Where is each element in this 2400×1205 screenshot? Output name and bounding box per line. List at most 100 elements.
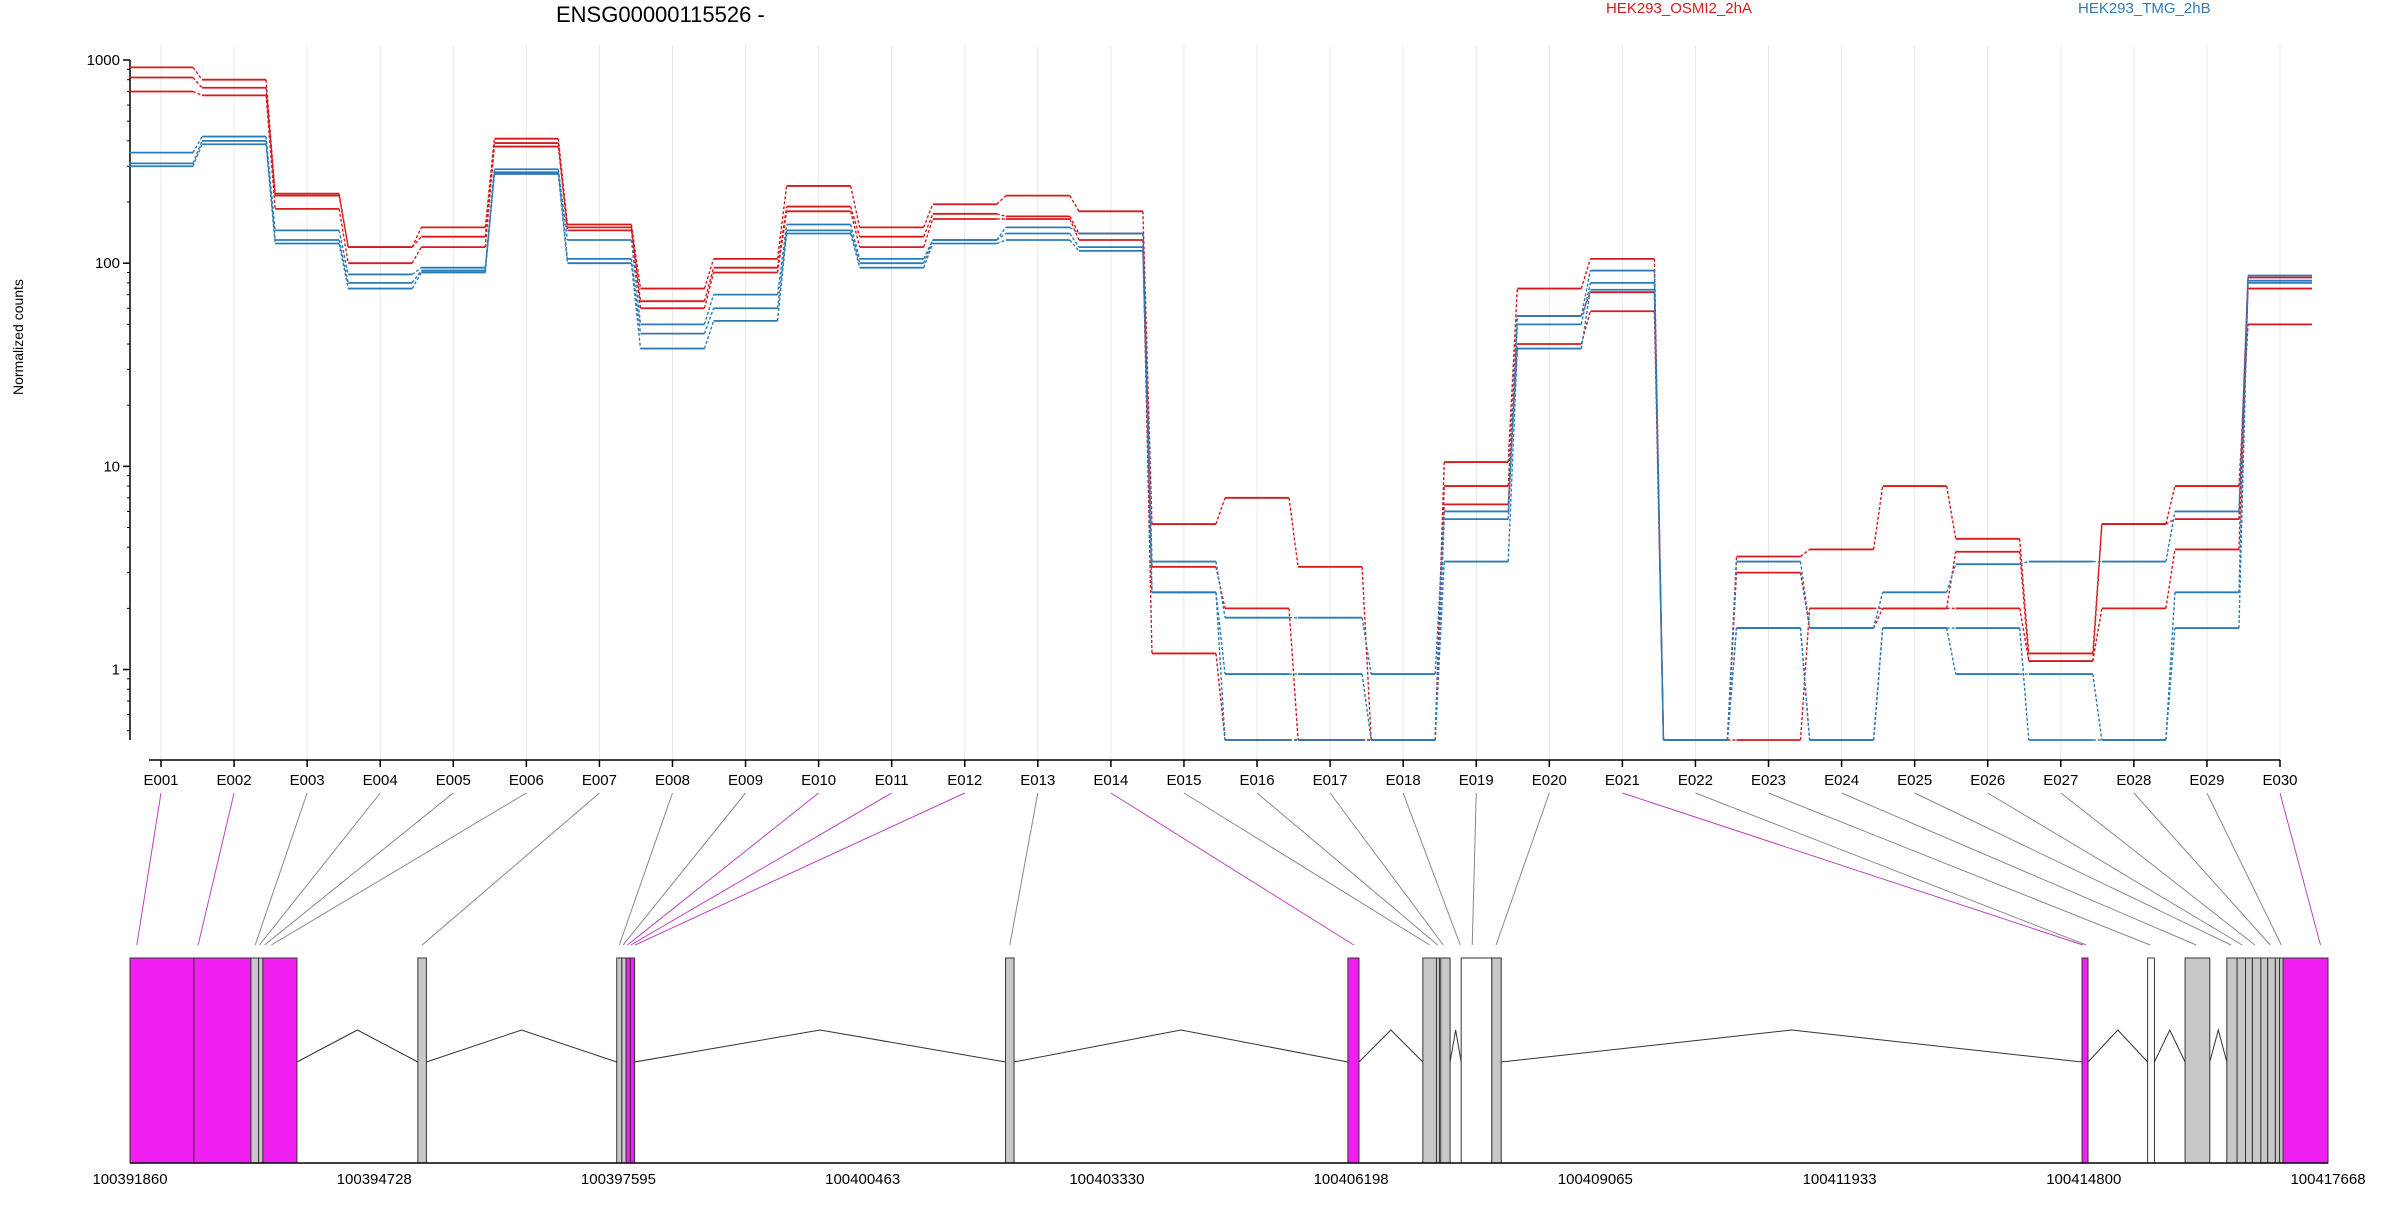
series-connector xyxy=(338,243,349,289)
series-connector xyxy=(1142,250,1153,593)
series-connector xyxy=(1288,497,1299,567)
coord-tick-label: 100391860 xyxy=(92,1171,167,1188)
exon-block xyxy=(625,957,631,1164)
exon-block xyxy=(1460,957,1493,1164)
coord-tick-label: 100394728 xyxy=(337,1171,412,1188)
exon-block xyxy=(1440,957,1451,1164)
series-connector xyxy=(1580,258,1592,289)
series-connector xyxy=(2165,511,2176,562)
exon-connector xyxy=(421,792,600,946)
series-connector xyxy=(2019,608,2030,662)
series-connector xyxy=(1945,485,1957,539)
series-connector xyxy=(338,239,349,284)
series-connector xyxy=(484,146,496,248)
exon-connector xyxy=(2060,792,2256,946)
x-tick-label: E001 xyxy=(143,772,178,789)
series-connector xyxy=(849,233,861,268)
x-tick-label: E027 xyxy=(2043,772,2078,789)
series-connector xyxy=(2019,560,2029,565)
series-connector xyxy=(1726,628,1738,741)
series-connector xyxy=(484,173,496,273)
exon-connector xyxy=(259,792,381,946)
series-connector xyxy=(2019,538,2030,654)
series-connector xyxy=(1434,519,1445,741)
series-connector xyxy=(1069,239,1080,252)
coord-tick-label: 100414800 xyxy=(2046,1171,2121,1188)
exon-connector xyxy=(254,792,308,946)
series-connector xyxy=(2165,592,2176,741)
series-connector xyxy=(1142,211,1153,525)
x-tick-label: E016 xyxy=(1240,772,1275,789)
series-connector xyxy=(1069,233,1080,248)
y-tick-label: 1 xyxy=(112,662,120,679)
y-axis: 1 10 100 1000 xyxy=(87,52,131,740)
series-connector xyxy=(703,258,715,289)
x-tick-label: E012 xyxy=(947,772,982,789)
coord-tick-label: 100411933 xyxy=(1803,1171,1877,1188)
series-connector xyxy=(1507,324,1519,520)
series-connector xyxy=(1945,551,1957,609)
x-tick-label: E017 xyxy=(1313,772,1348,789)
exon-block xyxy=(2081,957,2089,1164)
series-connector xyxy=(338,230,349,275)
exon-connector xyxy=(634,792,965,946)
series-connector xyxy=(1872,608,1884,629)
series-connector xyxy=(2092,608,2103,662)
y-tick-label: 1000 xyxy=(87,52,120,69)
exon-connector xyxy=(1495,792,1550,946)
x-tick-label: E006 xyxy=(509,772,544,789)
series-connector xyxy=(1361,566,1372,741)
series-lines xyxy=(129,66,2312,741)
series-connector xyxy=(630,263,642,349)
series-connector xyxy=(923,243,934,268)
exon-block xyxy=(1347,957,1360,1164)
exon-block xyxy=(129,957,195,1164)
x-tick-label: E015 xyxy=(1166,772,1201,789)
chart-title: ENSG00000115526 - xyxy=(556,2,765,27)
series-connector xyxy=(1799,561,1811,629)
exon-connectors xyxy=(136,792,2321,946)
exon-block xyxy=(2226,957,2238,1164)
x-tick-label: E026 xyxy=(1970,772,2005,789)
exon-connector xyxy=(1329,792,1444,946)
exon-block xyxy=(621,957,627,1164)
series-connector xyxy=(630,258,642,334)
series-connector xyxy=(2092,524,2103,654)
series-connector xyxy=(1726,561,1738,741)
exon-connector xyxy=(1256,792,1439,946)
series-connector xyxy=(630,227,642,302)
exon-connector xyxy=(618,792,673,946)
series-connector xyxy=(192,77,203,89)
series-connector xyxy=(411,272,422,289)
exon-block xyxy=(1005,957,1015,1164)
series-connector xyxy=(1800,548,1811,558)
intron-line xyxy=(2153,1028,2186,1063)
x-tick-label: E011 xyxy=(875,772,909,789)
exon-block xyxy=(1435,957,1440,1164)
exon-block xyxy=(2279,957,2284,1164)
series-5 xyxy=(129,139,2312,741)
series-connector xyxy=(1215,497,1226,525)
exon-connector xyxy=(1914,792,2232,946)
series-connector xyxy=(411,246,422,264)
series-connector xyxy=(265,95,276,209)
exon-block xyxy=(2267,957,2276,1164)
exon-connector xyxy=(2206,792,2282,946)
exon-connector xyxy=(627,792,819,946)
series-connector xyxy=(849,224,861,260)
series-connector xyxy=(1872,628,1884,741)
exon-connector xyxy=(271,792,527,946)
series-connector xyxy=(411,270,422,284)
series-connector xyxy=(1434,511,1445,675)
exon-connector xyxy=(1183,792,1430,946)
exon-connector xyxy=(1841,792,2197,946)
series-connector xyxy=(2165,485,2176,525)
exon-connector xyxy=(1009,792,1039,946)
exon-block xyxy=(2282,957,2329,1164)
series-connector xyxy=(703,272,715,309)
exon-connector xyxy=(136,792,162,946)
series-connector xyxy=(703,320,715,349)
coord-tick-label: 100417668 xyxy=(2290,1171,2365,1188)
series-connector xyxy=(1872,592,1884,629)
legend-entry-osmi2: HEK293_OSMI2_2hA xyxy=(1606,0,1752,17)
